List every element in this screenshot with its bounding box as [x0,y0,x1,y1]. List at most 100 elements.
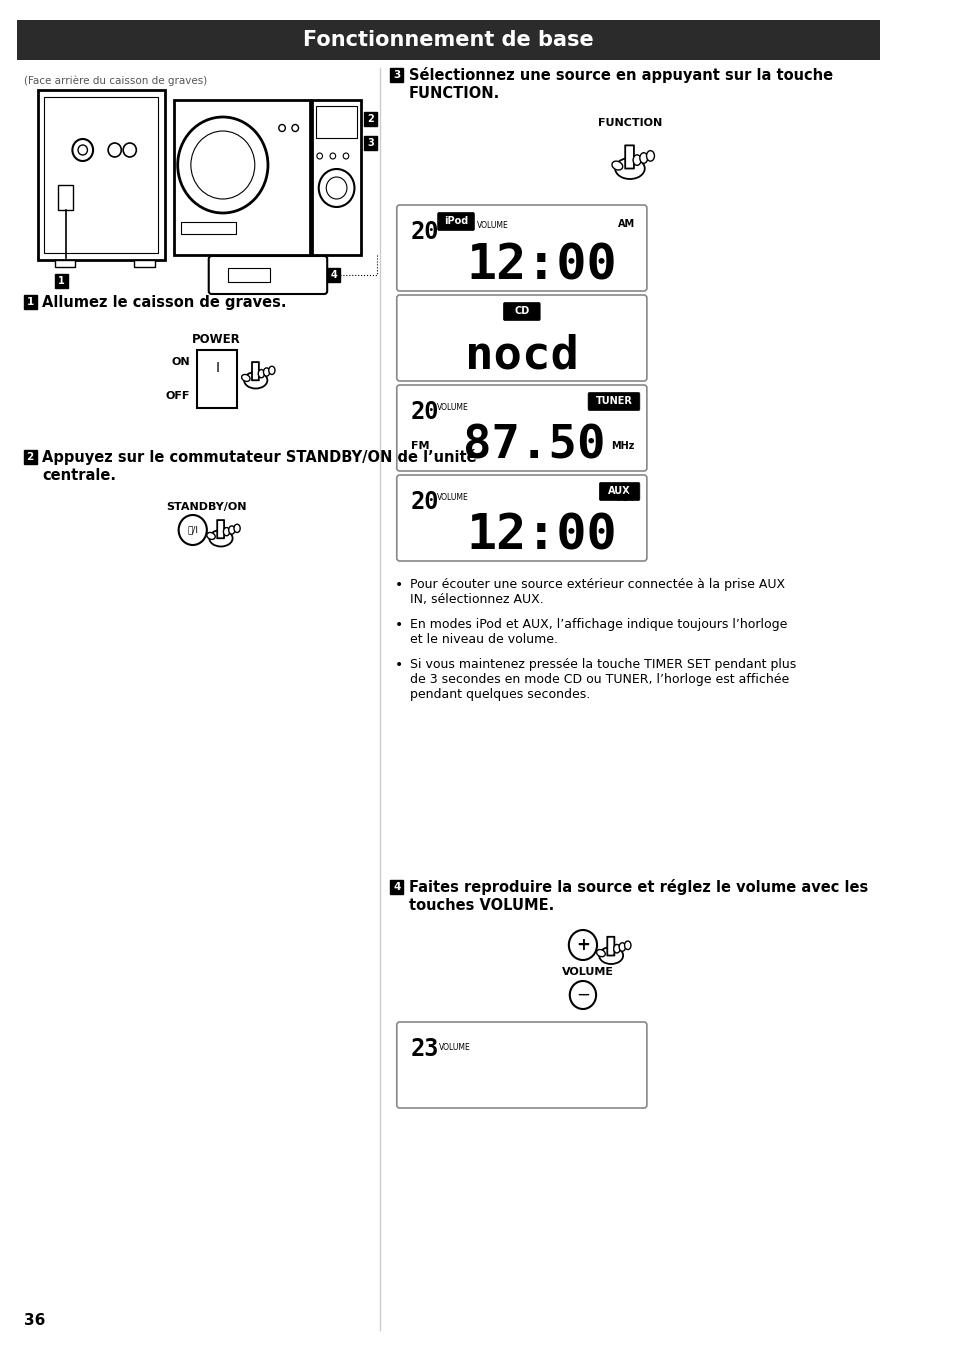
Circle shape [330,152,335,159]
Text: +: + [576,936,589,954]
FancyBboxPatch shape [587,393,639,410]
FancyBboxPatch shape [209,256,327,294]
Text: 12:00: 12:00 [466,511,616,560]
Text: 23: 23 [411,1037,439,1062]
Ellipse shape [613,944,619,952]
FancyBboxPatch shape [396,384,646,471]
Bar [17,20,879,59]
Circle shape [316,152,322,159]
Text: et le niveau de volume.: et le niveau de volume. [410,633,558,646]
Text: (Face arrière du caisson de graves): (Face arrière du caisson de graves) [24,76,207,85]
Text: 87.50: 87.50 [462,424,604,468]
Bar [363,112,376,125]
Ellipse shape [207,533,215,540]
Text: AUX: AUX [608,487,630,496]
Circle shape [72,139,93,161]
FancyBboxPatch shape [252,362,258,380]
Circle shape [326,177,347,200]
FancyBboxPatch shape [217,521,224,538]
Bar [173,100,310,255]
Ellipse shape [596,950,604,956]
Text: CD: CD [514,306,529,317]
Ellipse shape [618,943,625,951]
Bar [24,295,36,309]
Ellipse shape [624,942,630,950]
Circle shape [178,515,207,545]
Bar [363,136,376,150]
FancyBboxPatch shape [396,205,646,291]
Text: 2: 2 [27,452,33,461]
Ellipse shape [639,152,647,163]
Bar [228,268,270,282]
Text: STANDBY/ON: STANDBY/ON [167,502,247,513]
Ellipse shape [241,375,250,382]
Circle shape [278,124,285,131]
Bar [134,260,155,267]
Bar [390,67,403,82]
Ellipse shape [244,372,267,389]
Bar [390,880,403,894]
Text: Appuyez sur le commutateur STANDBY/ON de l’unité: Appuyez sur le commutateur STANDBY/ON de… [42,449,477,465]
Bar [54,274,68,287]
Text: 20: 20 [411,401,439,424]
Text: 3: 3 [393,70,400,80]
Text: VOLUME: VOLUME [561,967,613,977]
FancyBboxPatch shape [607,936,614,955]
Text: FUNCTION.: FUNCTION. [409,85,499,100]
Text: MHz: MHz [611,441,634,451]
Circle shape [78,144,88,155]
Text: VOLUME: VOLUME [436,494,469,502]
Ellipse shape [598,947,622,965]
Text: VOLUME: VOLUME [476,221,508,231]
FancyBboxPatch shape [598,483,639,500]
Text: Sélectionnez une source en appuyant sur la touche: Sélectionnez une source en appuyant sur … [409,67,832,84]
Text: touches VOLUME.: touches VOLUME. [409,897,554,912]
Ellipse shape [633,155,640,166]
FancyBboxPatch shape [396,295,646,380]
Circle shape [292,124,298,131]
Bar [312,100,360,255]
Circle shape [318,169,355,206]
Text: 2: 2 [367,115,374,124]
Text: 3: 3 [367,138,374,148]
Circle shape [568,929,597,960]
Text: En modes iPod et AUX, l’affichage indique toujours l’horloge: En modes iPod et AUX, l’affichage indiqu… [410,618,786,631]
Circle shape [108,143,121,156]
Text: IN, sélectionnez AUX.: IN, sélectionnez AUX. [410,594,543,606]
Text: VOLUME: VOLUME [438,1043,471,1051]
FancyBboxPatch shape [396,1023,646,1108]
Text: nocd: nocd [464,333,578,378]
Text: •: • [395,577,403,592]
Ellipse shape [209,530,233,546]
Ellipse shape [615,158,644,179]
Circle shape [569,981,596,1009]
Text: Pour écouter une source extérieur connectée à la prise AUX: Pour écouter une source extérieur connec… [410,577,784,591]
FancyBboxPatch shape [396,475,646,561]
Bar [181,223,235,233]
Text: centrale.: centrale. [42,468,116,483]
Text: 20: 20 [411,220,439,244]
Ellipse shape [263,368,270,376]
Text: FUNCTION: FUNCTION [598,117,661,128]
Bar [24,451,36,464]
Bar [197,349,236,407]
Circle shape [191,131,254,200]
Text: FM: FM [411,441,429,451]
Circle shape [123,143,136,156]
Ellipse shape [611,161,622,170]
Circle shape [343,152,349,159]
Text: TUNER: TUNER [595,397,632,406]
Text: de 3 secondes en mode CD ou TUNER, l’horloge est affichée: de 3 secondes en mode CD ou TUNER, l’hor… [410,673,788,687]
Text: 4: 4 [393,882,400,892]
FancyBboxPatch shape [503,302,539,321]
Text: AM: AM [617,492,634,503]
Text: I: I [215,362,219,375]
Text: 36: 36 [24,1313,45,1327]
Ellipse shape [258,370,264,378]
FancyBboxPatch shape [624,146,633,169]
Text: VOLUME: VOLUME [436,403,469,413]
Ellipse shape [646,151,654,161]
Text: Si vous maintenez pressée la touche TIMER SET pendant plus: Si vous maintenez pressée la touche TIME… [410,658,796,670]
Bar [58,185,73,210]
Bar [54,260,75,267]
